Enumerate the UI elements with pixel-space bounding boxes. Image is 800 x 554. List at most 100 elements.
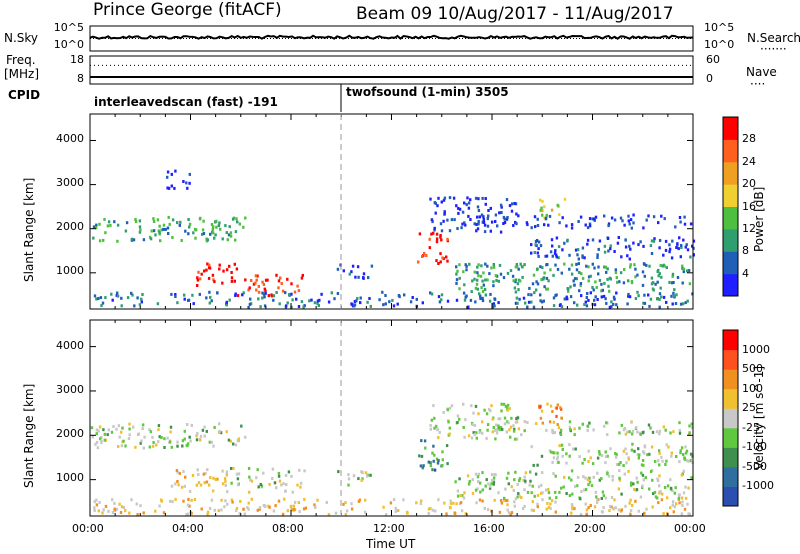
power-cells-cell bbox=[572, 279, 575, 283]
power-cells-cell bbox=[453, 218, 456, 222]
vel-cells-cell bbox=[687, 486, 690, 490]
power-cells-cell bbox=[684, 301, 687, 305]
power-cells-cell bbox=[482, 283, 485, 287]
vel-cells-cell bbox=[291, 490, 294, 494]
vel-cells-cell bbox=[197, 473, 200, 476]
power-cells-cell bbox=[261, 280, 264, 284]
vel-cells-cell bbox=[635, 476, 638, 480]
power-cells-cell bbox=[651, 281, 655, 285]
vel-cells-cell bbox=[420, 454, 424, 458]
vel-cells-cell bbox=[438, 430, 441, 434]
power-cells-cell bbox=[498, 211, 501, 215]
power-cells-cell bbox=[568, 267, 571, 271]
vel-cells-cell bbox=[120, 505, 124, 509]
vel-cells-cell bbox=[513, 427, 516, 431]
vel-cells-cell bbox=[587, 460, 590, 463]
power-cells-cell bbox=[607, 249, 610, 253]
vel-cells-cell bbox=[579, 497, 582, 501]
vel-cells-cell bbox=[258, 507, 261, 511]
vel-cells-cell bbox=[463, 491, 466, 495]
vel-cells-cell bbox=[224, 499, 227, 503]
power-cells-cell bbox=[530, 243, 533, 247]
vel-cells-cell bbox=[536, 493, 540, 497]
power-cells-cell bbox=[536, 217, 539, 221]
colorbar-segment bbox=[723, 447, 738, 468]
vel-cells-cell bbox=[573, 507, 576, 511]
vel-cells-cell bbox=[237, 472, 241, 476]
vel-cells-cell bbox=[518, 477, 522, 481]
power-cells-cell bbox=[541, 266, 544, 269]
power-cells-cell bbox=[686, 248, 690, 252]
vel-cells-cell bbox=[217, 509, 220, 513]
vel-cells-cell bbox=[235, 472, 239, 476]
vel-cells-cell bbox=[493, 498, 496, 502]
power-cells-cell bbox=[94, 226, 98, 230]
power-cells-cell bbox=[185, 181, 188, 185]
vel-cells-cell bbox=[517, 492, 520, 496]
vel-cells-cell bbox=[183, 437, 186, 441]
vel-cells-cell bbox=[213, 426, 216, 429]
vel-cells-cell bbox=[572, 447, 575, 451]
power-cells-cell bbox=[267, 294, 270, 298]
vel-cells-cell bbox=[136, 513, 139, 517]
power-cells-cell bbox=[597, 272, 600, 276]
vel-cells-cell bbox=[678, 431, 682, 435]
xtick-1: 04:00 bbox=[172, 522, 204, 535]
power-cells-cell bbox=[184, 229, 187, 233]
power-cells-cell bbox=[455, 204, 458, 208]
vel-cells-cell bbox=[481, 471, 484, 475]
vel-cells-cell bbox=[134, 445, 137, 449]
vel-cells-cell bbox=[627, 469, 630, 473]
power-cells-cell bbox=[409, 300, 413, 304]
vel-cells-cell bbox=[673, 491, 676, 495]
power-cells-cell bbox=[676, 242, 679, 246]
vel-cells-cell bbox=[644, 476, 647, 480]
power-cells-cell bbox=[621, 219, 624, 223]
vel-cells-cell bbox=[206, 512, 209, 516]
vel-cells-cell bbox=[584, 488, 588, 491]
power-cells-cell bbox=[483, 230, 487, 234]
vel-cells-cell bbox=[610, 496, 614, 499]
vel-cells-cell bbox=[255, 476, 258, 480]
vel-cells-cell bbox=[600, 497, 603, 500]
power-cells-cell bbox=[492, 284, 495, 288]
vel-cells-cell bbox=[316, 498, 319, 502]
power-cells-cell bbox=[536, 282, 540, 286]
vel-cells-cell bbox=[95, 440, 99, 444]
power-cells-cell bbox=[277, 286, 280, 290]
vel-cells-cell bbox=[651, 478, 654, 482]
power-cells-cell bbox=[608, 289, 611, 293]
power-cells-cell bbox=[313, 301, 317, 305]
vel-cells-cell bbox=[474, 472, 478, 476]
vel-cells-cell bbox=[364, 498, 367, 502]
vel-cells-cell bbox=[666, 496, 669, 500]
power-cells-cell bbox=[543, 285, 546, 289]
power-cells-cell bbox=[577, 220, 580, 223]
colorbar-tick-label: -1000 bbox=[742, 479, 774, 492]
power-cells-cell bbox=[463, 298, 467, 302]
vel-cells-cell bbox=[549, 507, 552, 510]
vel-cells-cell bbox=[628, 430, 631, 434]
power-cells-cell bbox=[579, 215, 583, 219]
power-cells-cell bbox=[167, 215, 170, 219]
power-cells-cell bbox=[458, 276, 461, 280]
vel-cells-cell bbox=[556, 403, 559, 407]
vel-cells-cell bbox=[284, 473, 288, 477]
vel-cells-cell bbox=[334, 511, 338, 515]
power-cells-cell bbox=[478, 292, 481, 296]
power-cells-cell bbox=[320, 292, 323, 296]
power-cells-cell bbox=[587, 279, 590, 283]
power-cells-cell bbox=[209, 232, 212, 236]
power-cells-cell bbox=[677, 247, 680, 251]
power-cells-cell bbox=[556, 203, 559, 207]
vel-cells-cell bbox=[642, 430, 645, 434]
vel-cells-cell bbox=[436, 461, 440, 465]
vel-cells-cell bbox=[130, 498, 133, 502]
power-cells-cell bbox=[634, 267, 637, 271]
tick-marks bbox=[89, 114, 694, 516]
power-cells-cell bbox=[675, 246, 678, 249]
vel-cells-cell bbox=[195, 438, 199, 442]
power-cells-cell bbox=[149, 237, 153, 241]
power-cells-cell bbox=[302, 305, 305, 309]
freq-ytick-left-top: 18 bbox=[70, 53, 84, 66]
